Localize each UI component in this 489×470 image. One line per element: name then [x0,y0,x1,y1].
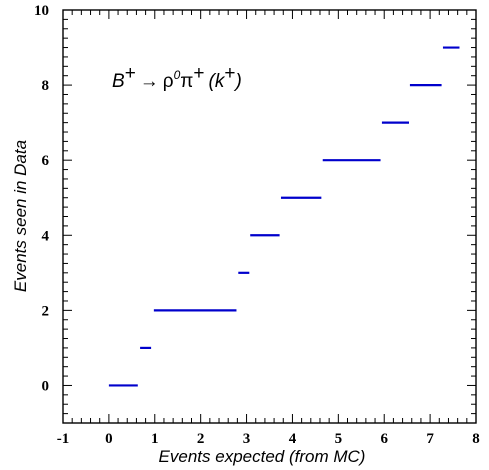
y-tick-label: 0 [42,378,50,394]
decay-annotation: B+ → ρ0π+ (k+) [112,63,242,92]
x-tick-label: 2 [197,431,205,447]
y-tick-label: 6 [42,153,50,169]
y-tick-label: 8 [42,78,50,94]
x-tick-label: 4 [289,431,297,447]
x-tick-label: 3 [243,431,251,447]
data-segments [108,46,460,387]
y-tick-labels: 0 2 4 6 8 10 [34,3,50,394]
y-tick-label: 2 [42,303,50,319]
x-tick-label: 1 [151,431,159,447]
x-tick-label: 8 [472,431,480,447]
x-tick-label: 7 [426,431,434,447]
major-ticks [62,9,477,423]
x-tick-label: 5 [335,431,343,447]
x-tick-label: 6 [380,431,388,447]
x-tick-label: -1 [57,431,70,447]
y-tick-label: 10 [34,3,49,19]
minor-ticks [63,10,476,424]
x-tick-label: 0 [105,431,113,447]
x-tick-labels: -1 0 1 2 3 4 5 6 7 8 [57,431,480,447]
y-axis-title: Events seen in Data [11,140,30,292]
x-axis-title: Events expected (from MC) [159,447,366,466]
y-tick-label: 4 [42,228,50,244]
